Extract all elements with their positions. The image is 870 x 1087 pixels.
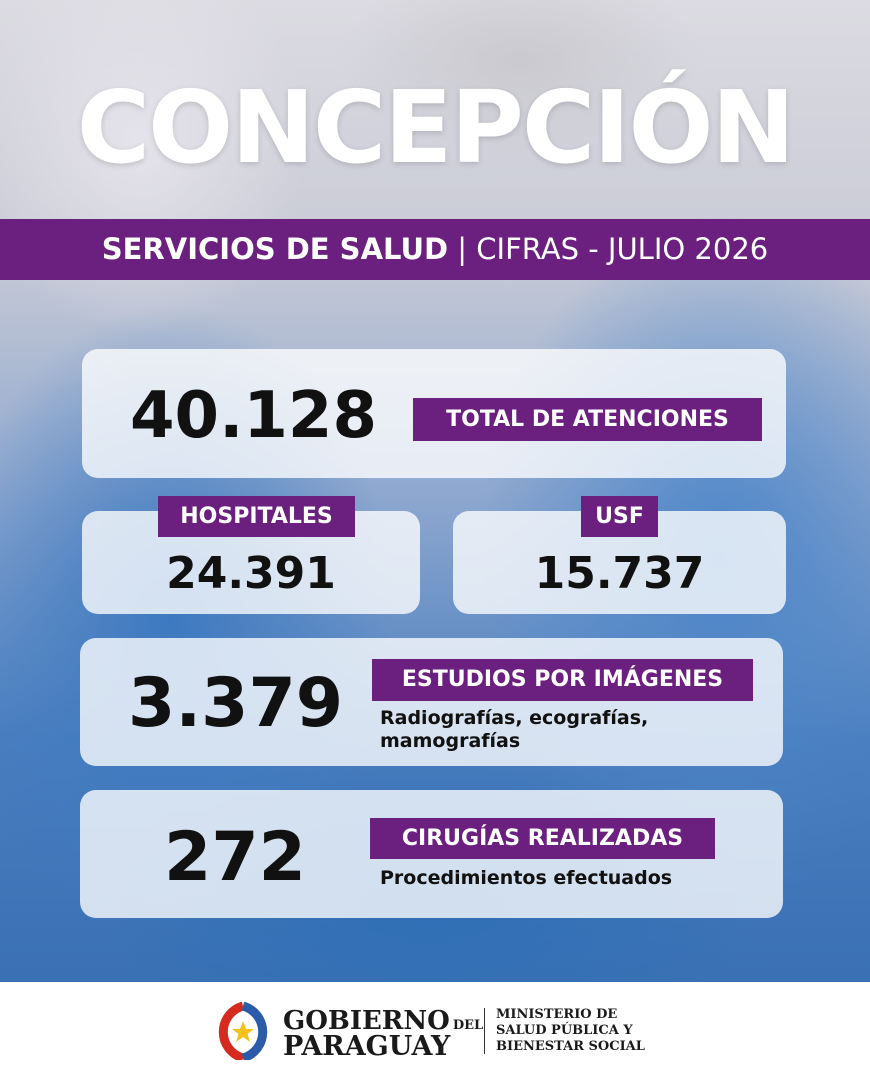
total-label: TOTAL DE ATENCIONES xyxy=(413,398,762,441)
hospitales-value: 24.391 xyxy=(166,548,336,599)
gov-line-2: PARAGUAY xyxy=(283,1031,451,1062)
usf-label: USF xyxy=(581,496,658,537)
separator: | xyxy=(457,232,468,266)
footer-divider xyxy=(484,1008,485,1054)
imagenes-value: 3.379 xyxy=(128,664,344,743)
title: CONCEPCIÓN xyxy=(76,69,795,186)
gov-word: GOBIERNO xyxy=(283,1006,450,1036)
ministry-line-3: BIENESTAR SOCIAL xyxy=(496,1039,645,1054)
gov-emblem xyxy=(218,1002,268,1060)
imagenes-detail-2: mamografías xyxy=(380,730,521,752)
imagenes-label: ESTUDIOS POR IMÁGENES xyxy=(372,659,753,701)
hospitales-label: HOSPITALES xyxy=(158,496,355,537)
cirugias-label: CIRUGÍAS REALIZADAS xyxy=(370,818,715,859)
subtitle: CIFRAS - JULIO 2026 xyxy=(476,232,769,266)
subtitle-band: SERVICIOS DE SALUD | CIFRAS - JULIO 2026 xyxy=(0,219,870,280)
ministry-line-2: SALUD PÚBLICA Y xyxy=(496,1023,633,1038)
gov-line-1: GOBIERNO DEL xyxy=(283,1008,483,1034)
cirugias-value: 272 xyxy=(164,818,306,897)
ministry-line-1: MINISTERIO DE xyxy=(496,1007,618,1022)
cirugias-detail: Procedimientos efectuados xyxy=(380,867,673,889)
imagenes-detail-1: Radiografías, ecografías, xyxy=(380,707,649,729)
gov-del: DEL xyxy=(452,1018,484,1033)
total-value: 40.128 xyxy=(130,379,377,453)
usf-value: 15.737 xyxy=(534,548,705,599)
subtitle-bold: SERVICIOS DE SALUD xyxy=(101,232,449,266)
